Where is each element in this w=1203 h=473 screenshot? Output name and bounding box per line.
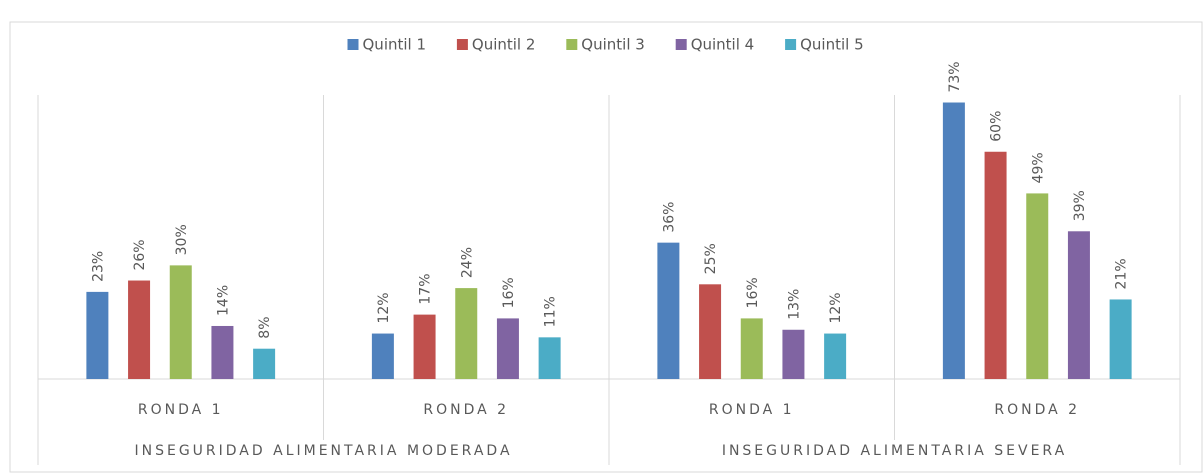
data-label: 23% bbox=[90, 251, 106, 282]
data-label: 13% bbox=[786, 289, 802, 320]
x-tick-label: RONDA 2 bbox=[994, 402, 1080, 418]
legend-label: Quintil 4 bbox=[691, 36, 755, 54]
bar bbox=[538, 337, 561, 379]
legend-label: Quintil 3 bbox=[581, 36, 645, 54]
x-tick-label: RONDA 2 bbox=[423, 402, 509, 418]
chart-frame bbox=[9, 21, 1203, 473]
legend-swatch bbox=[566, 39, 578, 50]
legend-swatch bbox=[456, 39, 468, 50]
bar bbox=[984, 151, 1007, 379]
bar bbox=[657, 242, 680, 379]
bar bbox=[942, 102, 965, 379]
data-label: 24% bbox=[459, 247, 475, 278]
bar bbox=[1067, 231, 1090, 379]
bar bbox=[1026, 193, 1049, 379]
legend-swatch bbox=[785, 39, 797, 50]
data-label: 21% bbox=[1114, 258, 1130, 289]
data-label: 16% bbox=[501, 277, 517, 308]
x-tick-label: RONDA 1 bbox=[709, 402, 795, 418]
legend-label: Quintil 2 bbox=[472, 36, 536, 54]
data-label: 16% bbox=[745, 277, 761, 308]
bar bbox=[824, 333, 847, 379]
bar bbox=[169, 265, 192, 379]
legend-label: Quintil 5 bbox=[800, 36, 864, 54]
bar bbox=[740, 318, 763, 379]
data-label: 12% bbox=[828, 292, 844, 323]
legend-label: Quintil 1 bbox=[363, 36, 427, 54]
group-label: INSEGURIDAD ALIMENTARIA MODERADA bbox=[134, 443, 512, 459]
bar bbox=[1109, 299, 1132, 379]
bar bbox=[371, 333, 394, 379]
bar bbox=[455, 288, 478, 379]
legend-swatch bbox=[675, 39, 687, 50]
data-label: 8% bbox=[257, 316, 273, 338]
group-label: INSEGURIDAD ALIMENTARIA SEVERA bbox=[722, 443, 1067, 459]
data-label: 60% bbox=[989, 111, 1005, 142]
data-label: 39% bbox=[1072, 190, 1088, 221]
bar bbox=[782, 329, 805, 379]
bar bbox=[413, 314, 436, 379]
bar bbox=[211, 325, 234, 379]
data-label: 73% bbox=[947, 61, 963, 92]
bar bbox=[496, 318, 519, 379]
legend-swatch bbox=[347, 39, 359, 50]
bar bbox=[253, 348, 276, 379]
data-label: 26% bbox=[132, 239, 148, 270]
data-label: 11% bbox=[543, 296, 559, 327]
data-label: 30% bbox=[174, 224, 190, 255]
data-label: 36% bbox=[661, 202, 677, 233]
x-tick-label: RONDA 1 bbox=[138, 402, 224, 418]
data-label: 25% bbox=[703, 243, 719, 274]
data-label: 17% bbox=[418, 273, 434, 304]
data-label: 12% bbox=[376, 292, 392, 323]
bar bbox=[699, 284, 722, 379]
bar bbox=[86, 291, 109, 379]
bar bbox=[128, 280, 151, 379]
data-label: 49% bbox=[1030, 152, 1046, 183]
data-label: 14% bbox=[215, 285, 231, 316]
